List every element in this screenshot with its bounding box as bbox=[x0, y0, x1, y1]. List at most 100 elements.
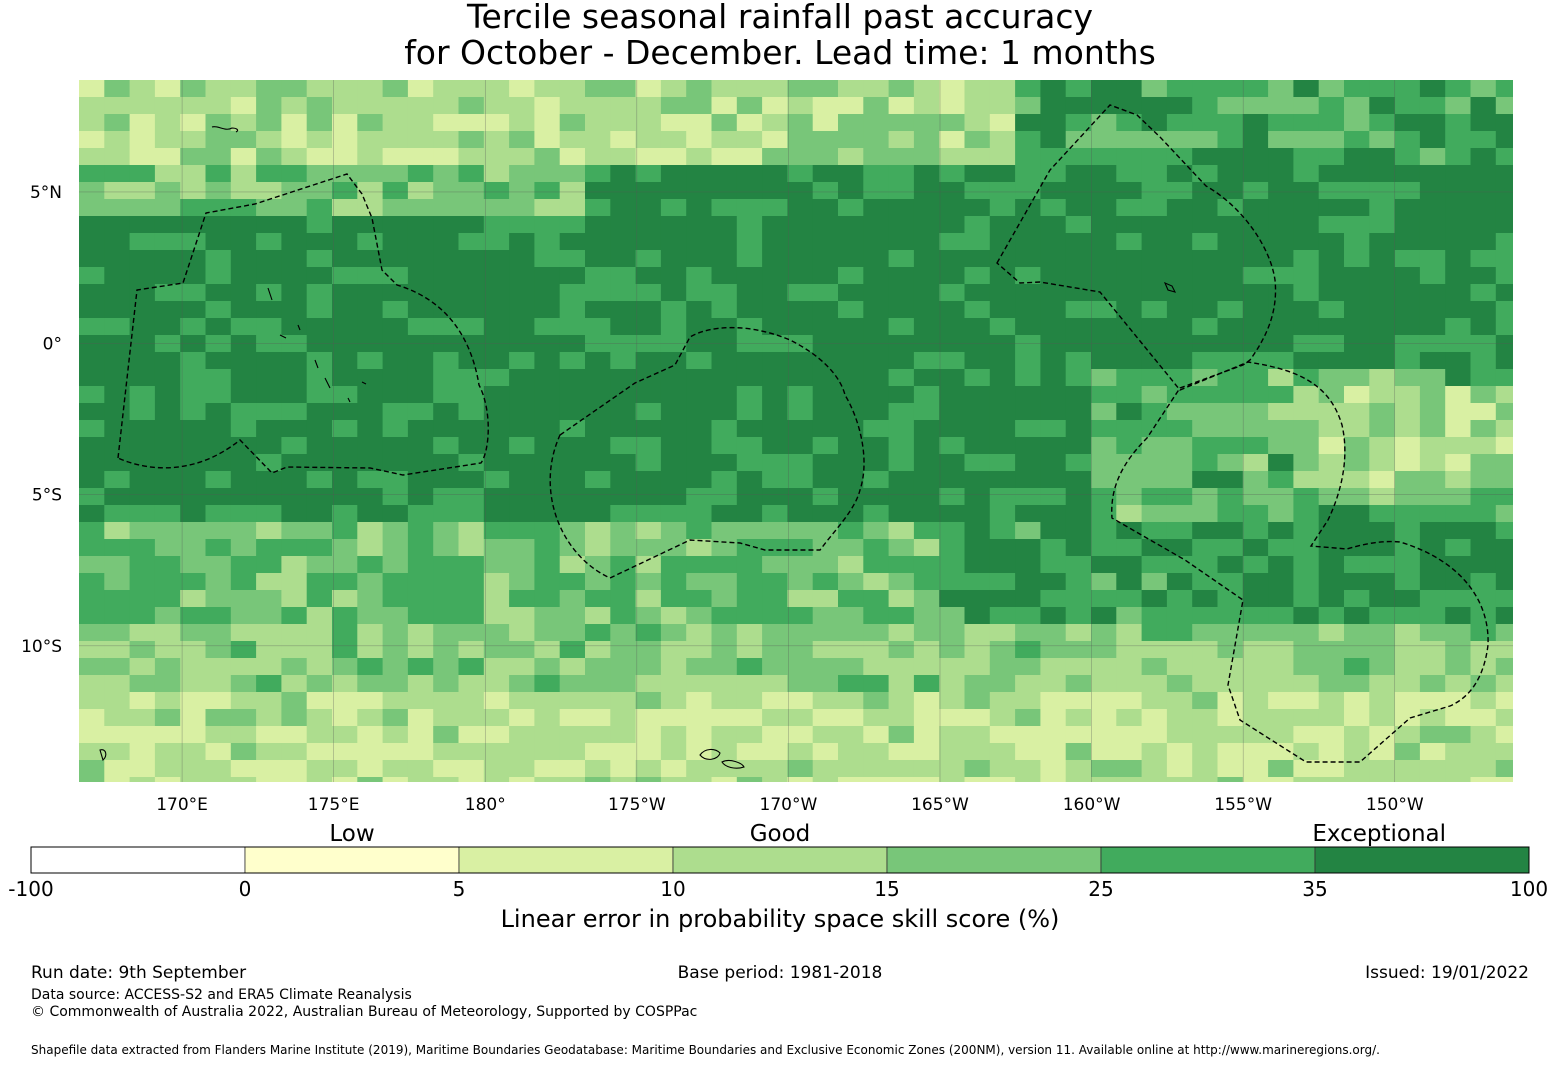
grid-cell bbox=[559, 386, 586, 404]
grid-cell bbox=[838, 216, 864, 234]
grid-cell bbox=[762, 284, 788, 302]
grid-cell bbox=[787, 114, 814, 132]
grid-cell bbox=[1141, 148, 1168, 166]
grid-cell bbox=[433, 777, 460, 782]
grid-cell bbox=[1369, 658, 1396, 676]
grid-cell bbox=[939, 318, 966, 336]
grid-cell bbox=[1470, 131, 1497, 149]
grid-cell bbox=[433, 573, 460, 591]
grid-cell bbox=[104, 80, 131, 98]
grid-cell bbox=[509, 165, 535, 183]
grid-cell bbox=[1394, 420, 1421, 438]
grid-cell bbox=[1217, 641, 1244, 659]
grid-cell bbox=[913, 165, 940, 183]
grid-cell bbox=[104, 709, 131, 727]
grid-cell bbox=[256, 199, 282, 217]
grid-cell bbox=[1217, 420, 1244, 438]
grid-cell bbox=[1344, 522, 1370, 540]
grid-cell bbox=[1344, 267, 1370, 285]
grid-cell bbox=[686, 692, 713, 710]
grid-cell bbox=[913, 573, 940, 591]
grid-cell bbox=[1369, 284, 1396, 302]
grid-cell bbox=[1445, 352, 1472, 370]
grid-cell bbox=[711, 216, 738, 234]
grid-cell bbox=[483, 420, 510, 438]
grid-cell bbox=[1040, 505, 1067, 523]
grid-cell bbox=[332, 165, 358, 183]
grid-cell bbox=[762, 760, 788, 778]
grid-cell bbox=[1445, 114, 1472, 132]
grid-cell bbox=[812, 641, 839, 659]
grid-cell bbox=[154, 148, 181, 166]
grid-cell bbox=[1293, 777, 1320, 782]
grid-cell bbox=[306, 658, 333, 676]
grid-cell bbox=[1318, 352, 1345, 370]
grid-cell bbox=[812, 709, 839, 727]
grid-cell bbox=[888, 539, 915, 557]
grid-cell bbox=[1445, 522, 1472, 540]
grid-cell bbox=[1318, 726, 1345, 744]
grid-cell bbox=[610, 216, 637, 234]
grid-cell bbox=[1419, 505, 1446, 523]
grid-cell bbox=[1116, 114, 1143, 132]
grid-cell bbox=[635, 505, 662, 523]
grid-cell bbox=[534, 590, 561, 608]
grid-cell bbox=[686, 471, 713, 489]
grid-cell bbox=[205, 403, 232, 421]
grid-cell bbox=[154, 233, 181, 251]
grid-cell bbox=[79, 590, 105, 608]
grid-cell bbox=[1141, 267, 1168, 285]
grid-cell bbox=[686, 607, 713, 625]
grid-cell bbox=[509, 471, 535, 489]
grid-cell bbox=[762, 335, 788, 353]
grid-cell bbox=[433, 522, 460, 540]
grid-cell bbox=[154, 369, 181, 387]
grid-cell bbox=[1040, 301, 1067, 319]
grid-cell bbox=[256, 607, 282, 625]
grid-cell bbox=[838, 573, 864, 591]
grid-cell bbox=[256, 165, 282, 183]
grid-cell bbox=[1268, 267, 1294, 285]
grid-cell bbox=[939, 335, 966, 353]
grid-cell bbox=[509, 590, 535, 608]
grid-cell bbox=[382, 386, 409, 404]
grid-cell bbox=[382, 97, 409, 115]
grid-cell bbox=[711, 267, 738, 285]
grid-cell bbox=[939, 539, 966, 557]
grid-cell bbox=[610, 437, 637, 455]
grid-cell bbox=[332, 556, 358, 574]
grid-cell bbox=[256, 386, 282, 404]
grid-cell bbox=[1318, 420, 1345, 438]
grid-cell bbox=[736, 182, 763, 200]
grid-cell bbox=[888, 301, 915, 319]
grid-cell bbox=[1040, 216, 1067, 234]
grid-cell bbox=[79, 777, 105, 782]
grid-cell bbox=[357, 131, 384, 149]
grid-cell bbox=[104, 522, 131, 540]
grid-cell bbox=[129, 250, 156, 268]
grid-cell bbox=[407, 709, 434, 727]
grid-cell bbox=[913, 743, 940, 761]
grid-cell bbox=[711, 709, 738, 727]
grid-cell bbox=[180, 658, 207, 676]
grid-cell bbox=[1091, 267, 1117, 285]
grid-cell bbox=[1192, 590, 1219, 608]
grid-cell bbox=[686, 386, 713, 404]
grid-cell bbox=[812, 777, 839, 782]
grid-cell bbox=[1268, 97, 1294, 115]
grid-cell bbox=[534, 114, 561, 132]
grid-cell bbox=[1065, 522, 1092, 540]
grid-cell bbox=[1116, 386, 1143, 404]
grid-cell bbox=[1318, 658, 1345, 676]
grid-cell bbox=[863, 573, 890, 591]
grid-cell bbox=[812, 386, 839, 404]
grid-cell bbox=[787, 624, 814, 642]
grid-cell bbox=[1394, 709, 1421, 727]
grid-cell bbox=[1495, 267, 1513, 285]
grid-cell bbox=[863, 80, 890, 98]
grid-cell bbox=[281, 250, 308, 268]
grid-cell bbox=[509, 301, 535, 319]
grid-cell bbox=[509, 709, 535, 727]
grid-cell bbox=[154, 743, 181, 761]
grid-cell bbox=[913, 301, 940, 319]
